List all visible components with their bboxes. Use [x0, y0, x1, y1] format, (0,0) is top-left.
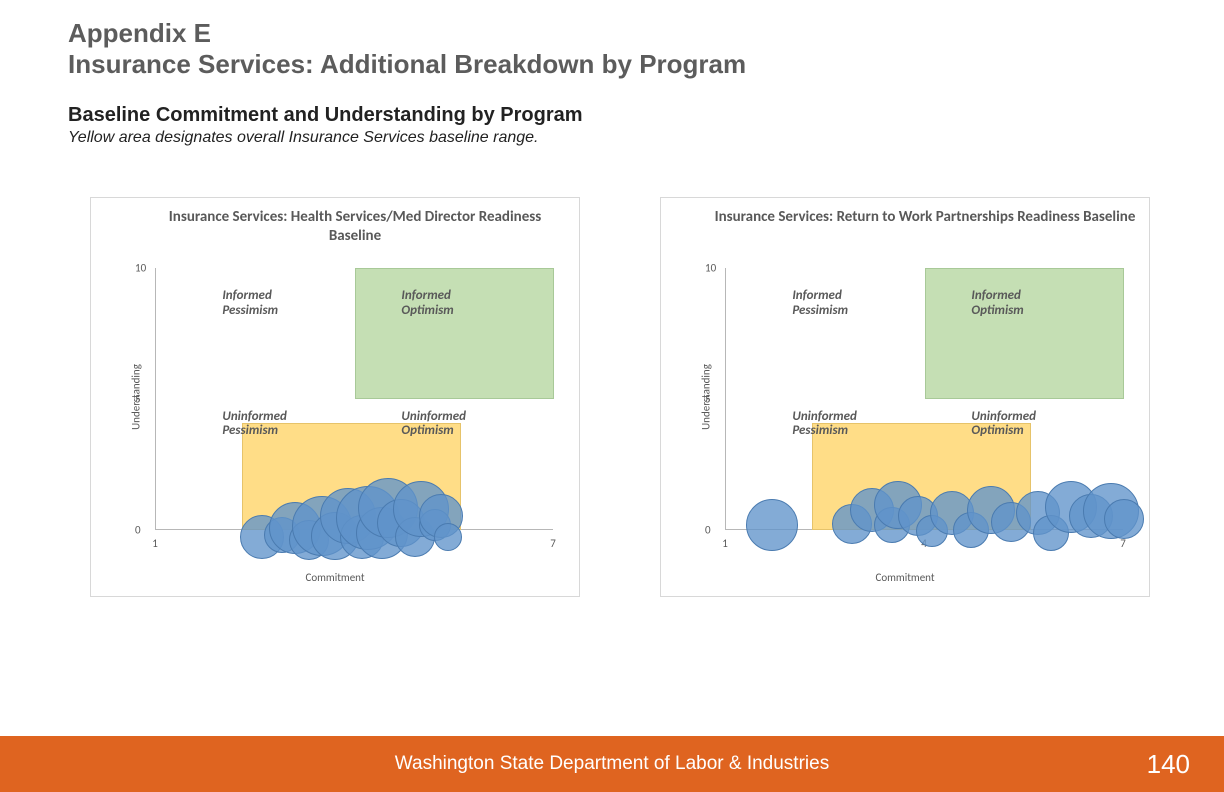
- quadrant-label: UninformedOptimism: [971, 410, 1036, 439]
- y-tick: 0: [705, 524, 711, 537]
- data-bubble: [746, 499, 798, 551]
- y-tick: 10: [705, 262, 716, 275]
- x-axis-label: Commitment: [305, 571, 364, 584]
- charts-row: Insurance Services: Health Services/Med …: [0, 147, 1224, 597]
- green-quadrant: [355, 268, 554, 399]
- page-number: 140: [1147, 749, 1190, 780]
- quadrant-label: UninformedOptimism: [401, 410, 466, 439]
- x-tick: 1: [722, 537, 728, 550]
- footer-text: Washington State Department of Labor & I…: [395, 753, 829, 775]
- y-tick: 5: [705, 393, 711, 406]
- page-caption: Yellow area designates overall Insurance…: [68, 129, 1224, 147]
- x-axis-label: Commitment: [875, 571, 934, 584]
- y-tick: 10: [135, 262, 146, 275]
- data-bubble: [1104, 499, 1144, 539]
- y-tick: 5: [135, 393, 141, 406]
- quadrant-label: UninformedPessimism: [222, 410, 287, 439]
- chart-container: Insurance Services: Health Services/Med …: [90, 197, 580, 597]
- green-quadrant: [925, 268, 1124, 399]
- header-block: Appendix E Insurance Services: Additiona…: [0, 0, 1224, 147]
- x-tick: 1: [152, 537, 158, 550]
- plot-area: InformedPessimism InformedOptimism Uninfor…: [155, 268, 553, 530]
- appendix-label: Appendix E: [68, 18, 1224, 49]
- page-subtitle: Baseline Commitment and Understanding by…: [68, 104, 1224, 127]
- quadrant-label: InformedPessimism: [222, 289, 278, 318]
- quadrant-label: UninformedPessimism: [792, 410, 857, 439]
- chart-container: Insurance Services: Return to Work Partn…: [660, 197, 1150, 597]
- quadrant-label: InformedOptimism: [971, 289, 1023, 318]
- footer-bar: Washington State Department of Labor & I…: [0, 736, 1224, 792]
- x-tick: 7: [1120, 537, 1126, 550]
- quadrant-label: InformedPessimism: [792, 289, 848, 318]
- page-title: Insurance Services: Additional Breakdown…: [68, 49, 1224, 80]
- plot-area: InformedPessimism InformedOptimism Uninfor…: [725, 268, 1123, 530]
- data-bubble: [434, 523, 462, 551]
- y-tick: 0: [135, 524, 141, 537]
- chart-title: Insurance Services: Health Services/Med …: [141, 208, 569, 246]
- chart-title: Insurance Services: Return to Work Partn…: [711, 208, 1139, 227]
- x-tick: 7: [550, 537, 556, 550]
- quadrant-label: InformedOptimism: [401, 289, 453, 318]
